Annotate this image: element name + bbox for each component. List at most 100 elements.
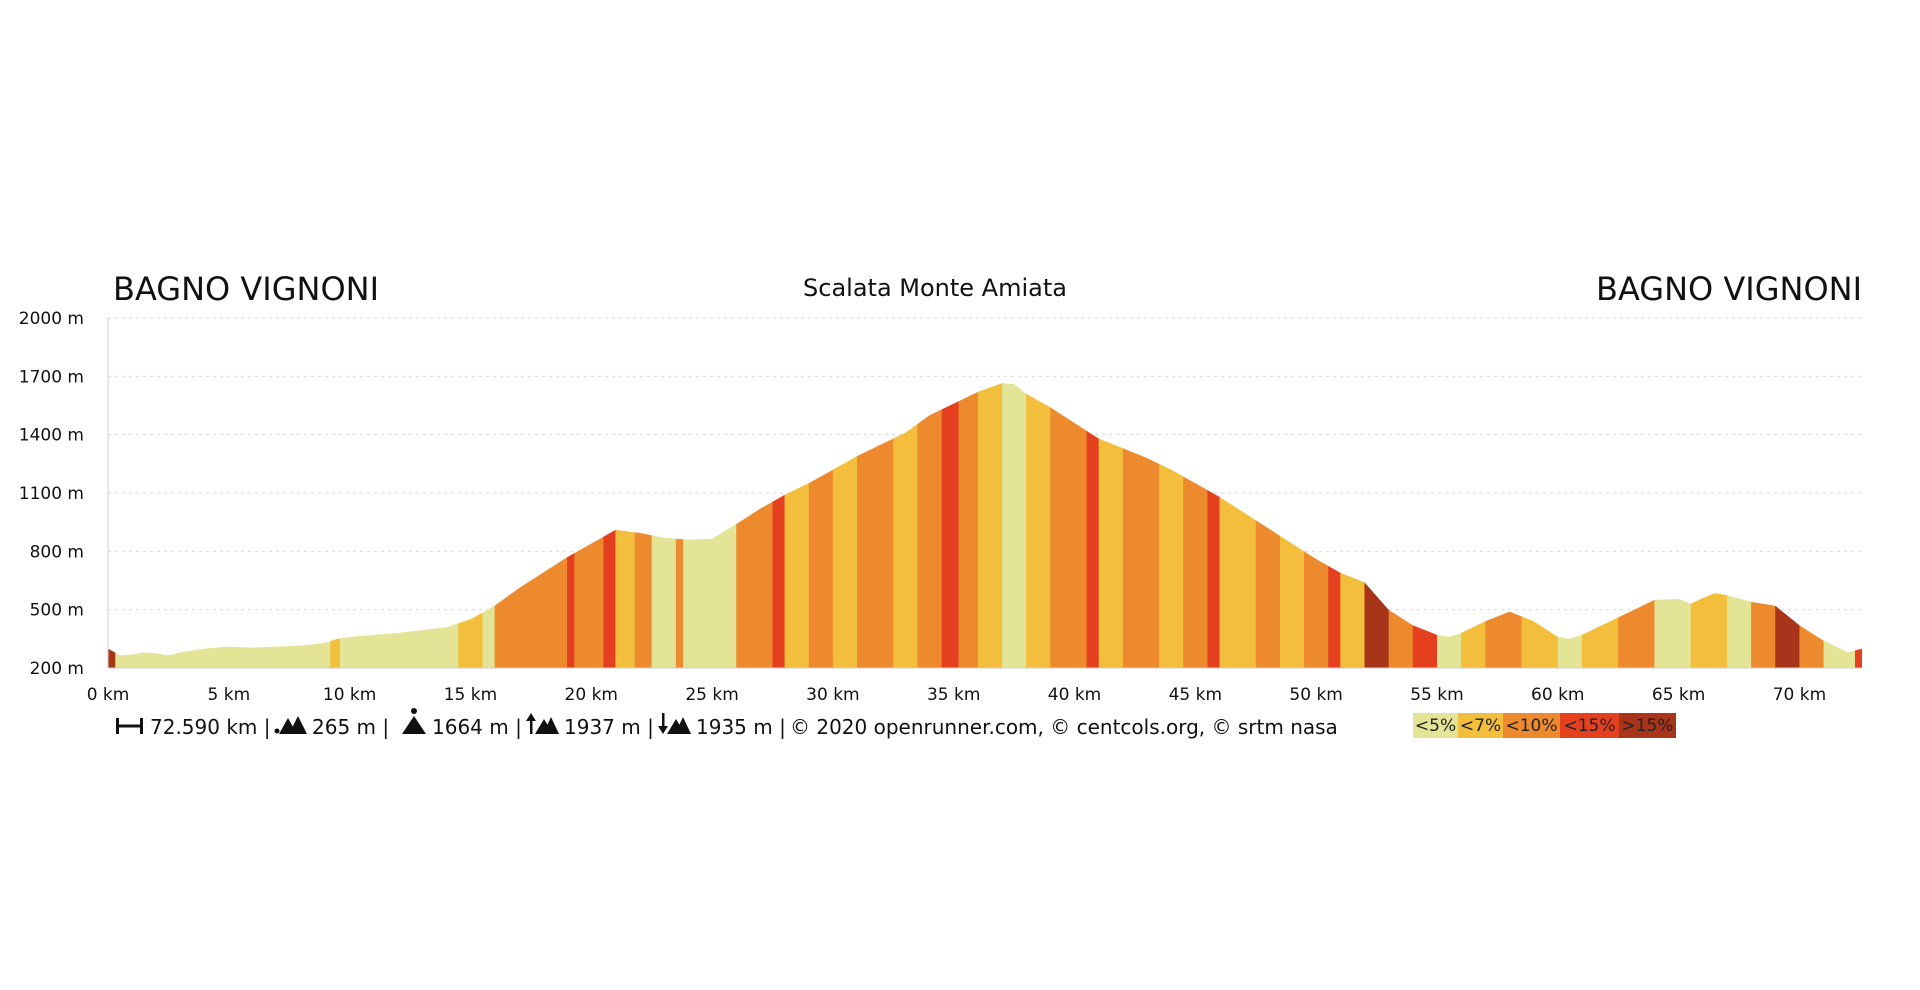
- x-tick-label: 0 km: [87, 685, 130, 705]
- legend-swatch: [1413, 713, 1458, 738]
- gradient-band: [1279, 383, 1305, 668]
- gradient-band: [651, 383, 677, 668]
- gradient-band: [1799, 383, 1825, 668]
- x-tick-label: 50 km: [1289, 685, 1342, 705]
- gradient-band: [1219, 383, 1257, 668]
- gradient-band: [1183, 383, 1209, 668]
- y-tick-label: 200 m: [30, 659, 84, 679]
- y-tick-label: 1700 m: [19, 367, 84, 387]
- gradient-band: [941, 383, 960, 668]
- gradient-band: [1002, 383, 1027, 668]
- gradient-band: [1159, 383, 1184, 668]
- gradient-band: [115, 383, 331, 668]
- y-tick-label: 2000 m: [19, 309, 84, 329]
- x-tick-label: 25 km: [685, 685, 738, 705]
- y-axis-ticks: 200 m 500 m 800 m 1100 m 1400 m 1700 m 2000 m: [19, 309, 84, 679]
- y-tick-label: 800 m: [30, 542, 84, 562]
- min-altitude-icon: [274, 716, 307, 734]
- gradient-band: [506, 383, 568, 668]
- descent-value: 1935 m |: [696, 715, 786, 739]
- min-altitude-value: 265 m |: [312, 715, 389, 739]
- gradient-band: [1388, 383, 1414, 668]
- gradient-band: [1207, 383, 1221, 668]
- y-tick-label: 1400 m: [19, 426, 84, 446]
- gradient-band: [1086, 383, 1100, 668]
- gradient-band: [1026, 383, 1051, 668]
- gradient-band: [675, 383, 684, 668]
- gradient-band: [893, 383, 919, 668]
- gradient-band: [108, 383, 116, 668]
- gradient-band: [1618, 383, 1656, 668]
- gradient-band: [958, 383, 979, 668]
- gradient-band: [1050, 383, 1088, 668]
- gradient-band: [1412, 383, 1438, 668]
- legend-label: >15%: [1621, 716, 1673, 736]
- x-tick-label: 20 km: [565, 685, 618, 705]
- gradient-band: [1461, 383, 1486, 668]
- gradient-band: [494, 383, 508, 668]
- legend-swatch: [1560, 713, 1619, 738]
- gradient-bands: [108, 383, 1862, 668]
- gradient-band: [1690, 383, 1728, 668]
- gradient-legend: <5% <7% <10% <15% >15%: [1413, 713, 1676, 738]
- x-tick-label: 35 km: [927, 685, 980, 705]
- gradient-band: [1581, 383, 1619, 668]
- legend-label: <10%: [1505, 716, 1557, 736]
- max-altitude-value: 1664 m |: [432, 715, 522, 739]
- gradient-band: [917, 383, 943, 668]
- distance-value: 72.590 km |: [150, 715, 271, 739]
- end-place-label: BAGNO VIGNONI: [1596, 270, 1862, 308]
- gradient-band: [784, 383, 810, 668]
- x-tick-label: 65 km: [1652, 685, 1705, 705]
- stats-row: 72.590 km | 265 m | 1664 m | 1937 m | 19…: [116, 708, 1338, 739]
- gradient-band: [832, 383, 858, 668]
- gradient-band: [1255, 383, 1281, 668]
- gradient-band: [1854, 383, 1862, 668]
- legend-swatch: [1503, 713, 1560, 738]
- gradient-band: [1751, 383, 1776, 668]
- gradient-band: [482, 383, 496, 668]
- gradient-band: [1328, 383, 1341, 668]
- legend-label: <5%: [1415, 716, 1456, 736]
- x-tick-label: 30 km: [806, 685, 859, 705]
- gradient-band: [1654, 383, 1692, 668]
- legend-swatch: [1619, 713, 1676, 738]
- chart-title: Scalata Monte Amiata: [803, 274, 1067, 302]
- start-place-label: BAGNO VIGNONI: [113, 270, 379, 308]
- gradient-band: [1340, 383, 1366, 668]
- axes: [107, 318, 1862, 669]
- ascent-icon: [526, 713, 559, 734]
- gradient-band: [1098, 383, 1124, 668]
- x-tick-label: 45 km: [1169, 685, 1222, 705]
- gradient-band: [1726, 383, 1752, 668]
- gradient-band: [574, 383, 604, 668]
- gradient-band: [615, 383, 636, 668]
- gradient-band: [772, 383, 786, 668]
- legend-swatch: [1458, 713, 1503, 738]
- gradient-band: [1436, 383, 1462, 668]
- gradient-band: [603, 383, 617, 668]
- legend-label: <7%: [1460, 716, 1501, 736]
- x-tick-label: 60 km: [1531, 685, 1584, 705]
- gradient-band: [1557, 383, 1583, 668]
- x-tick-label: 15 km: [444, 685, 497, 705]
- gradient-band: [808, 383, 834, 668]
- gradient-band: [1122, 383, 1160, 668]
- gradient-band: [683, 383, 737, 668]
- x-tick-label: 40 km: [1048, 685, 1101, 705]
- x-axis-ticks: 0 km 5 km 10 km 15 km 20 km 25 km 30 km 35 km 40…: [87, 685, 1826, 705]
- credits-text: © 2020 openrunner.com, © centcols.org, ©…: [790, 715, 1338, 739]
- gradient-band: [736, 383, 774, 668]
- legend-label: <15%: [1563, 716, 1615, 736]
- gradient-band: [857, 383, 894, 668]
- gradient-band: [330, 383, 341, 668]
- gradient-band: [1304, 383, 1329, 668]
- y-tick-label: 1100 m: [19, 484, 84, 504]
- gradient-band: [634, 383, 653, 668]
- gradient-band: [567, 383, 575, 668]
- x-tick-label: 55 km: [1410, 685, 1463, 705]
- gradient-band: [339, 383, 459, 668]
- gradient-band: [1521, 383, 1559, 668]
- gradient-band: [458, 383, 484, 668]
- gradient-band: [977, 383, 1003, 668]
